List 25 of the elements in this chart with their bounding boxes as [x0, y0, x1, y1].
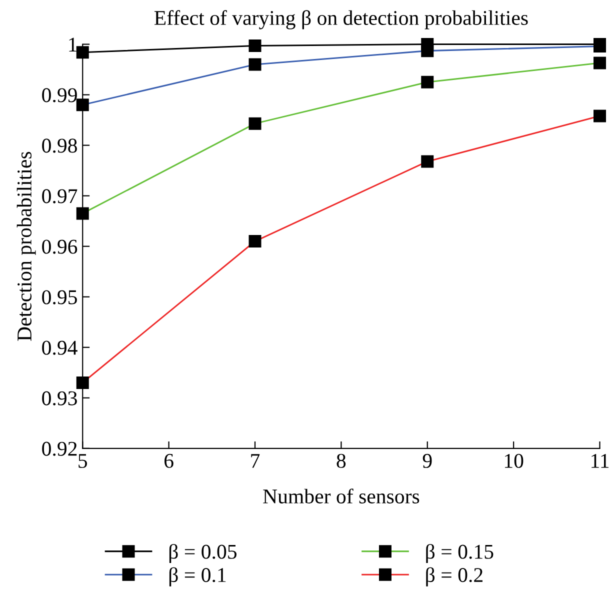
- point: [76, 46, 89, 59]
- y-tick-label: 0.99: [42, 88, 77, 102]
- x-tick-label: 7: [251, 454, 260, 468]
- point: [248, 40, 262, 52]
- x-axis-title: Number of sensors: [263, 488, 420, 504]
- y-tick-label: 0.98: [42, 138, 77, 153]
- legend-label: β = 0.2: [426, 567, 482, 586]
- x-tick-label: 8: [336, 454, 346, 468]
- x-tick-label: 9: [422, 454, 432, 468]
- y-tick-label: 1: [69, 38, 77, 52]
- y-tick-label: 0.92: [42, 442, 77, 456]
- y-tick-label: 0.97: [42, 189, 78, 204]
- y-tick-label: 0.94: [42, 340, 78, 355]
- legend-label: β = 0.05: [169, 544, 237, 564]
- y-axis-title: Detection probabilities: [16, 152, 36, 341]
- legend-label: β = 0.1: [169, 567, 226, 586]
- y-tick-label: 0.96: [42, 240, 78, 254]
- legend-label: β = 0.15: [426, 544, 494, 564]
- y-tick-label: 0.95: [42, 290, 77, 304]
- chart-title: Effect of varying β on detection probabilities: [154, 10, 528, 30]
- x-tick-label: 10: [504, 454, 524, 468]
- x-tick-label: 11: [592, 454, 609, 468]
- y-tick-label: 0.93: [42, 391, 77, 406]
- x-tick-label: 6: [164, 454, 174, 468]
- x-tick-label: 5: [78, 454, 88, 468]
